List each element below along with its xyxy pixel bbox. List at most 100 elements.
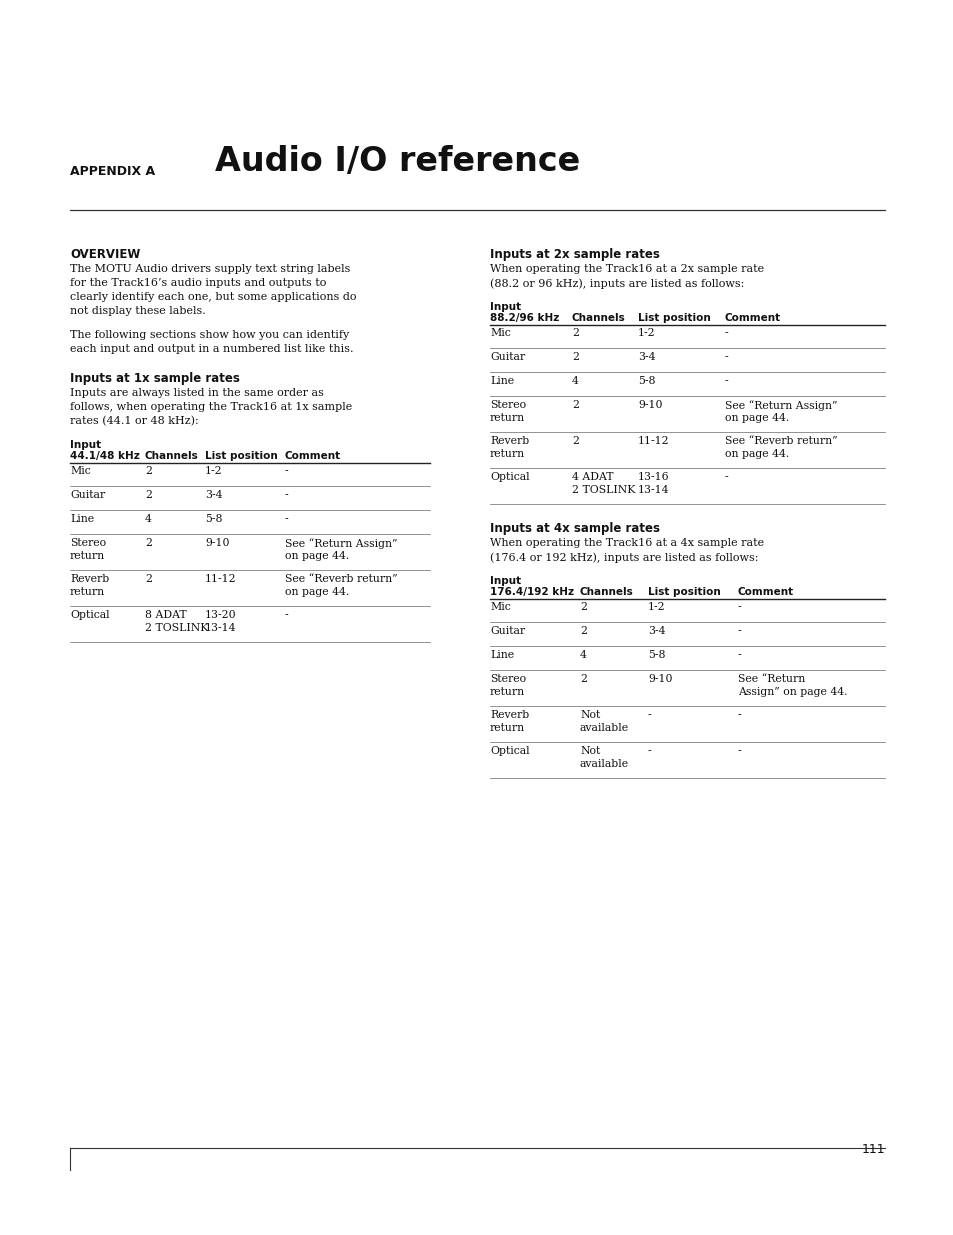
Text: When operating the Track16 at a 2x sample rate: When operating the Track16 at a 2x sampl… (490, 264, 763, 274)
Text: Channels: Channels (145, 451, 198, 461)
Text: Guitar: Guitar (490, 626, 524, 636)
Text: return: return (490, 722, 524, 734)
Text: 4 ADAT: 4 ADAT (572, 472, 613, 482)
Text: Not: Not (579, 710, 599, 720)
Text: 9-10: 9-10 (647, 674, 672, 684)
Text: return: return (490, 687, 524, 697)
Text: 5-8: 5-8 (647, 650, 665, 659)
Text: available: available (579, 760, 628, 769)
Text: 3-4: 3-4 (647, 626, 665, 636)
Text: 13-16: 13-16 (638, 472, 669, 482)
Text: 2 TOSLINK: 2 TOSLINK (572, 485, 635, 495)
Text: 2: 2 (579, 674, 586, 684)
Text: Input: Input (490, 576, 520, 585)
Text: -: - (285, 490, 289, 500)
Text: See “Return Assign”: See “Return Assign” (285, 538, 397, 548)
Text: rates (44.1 or 48 kHz):: rates (44.1 or 48 kHz): (70, 416, 198, 426)
Text: 2: 2 (572, 436, 578, 446)
Text: 4: 4 (145, 514, 152, 524)
Text: Line: Line (490, 650, 514, 659)
Text: Audio I/O reference: Audio I/O reference (214, 144, 579, 178)
Text: Mic: Mic (490, 601, 510, 613)
Text: each input and output in a numbered list like this.: each input and output in a numbered list… (70, 345, 354, 354)
Text: List position: List position (205, 451, 277, 461)
Text: Guitar: Guitar (70, 490, 105, 500)
Text: (88.2 or 96 kHz), inputs are listed as follows:: (88.2 or 96 kHz), inputs are listed as f… (490, 278, 743, 289)
Text: -: - (724, 329, 728, 338)
Text: APPENDIX A: APPENDIX A (70, 165, 155, 178)
Text: -: - (724, 352, 728, 362)
Text: Comment: Comment (285, 451, 341, 461)
Text: 2: 2 (572, 400, 578, 410)
Text: on page 44.: on page 44. (724, 450, 788, 459)
Text: 2: 2 (145, 574, 152, 584)
Text: 2: 2 (145, 466, 152, 475)
Text: 1-2: 1-2 (205, 466, 222, 475)
Text: -: - (738, 601, 740, 613)
Text: return: return (490, 412, 524, 424)
Text: -: - (738, 710, 740, 720)
Text: return: return (490, 450, 524, 459)
Text: 2: 2 (579, 601, 586, 613)
Text: Input: Input (490, 303, 520, 312)
Text: Channels: Channels (572, 312, 625, 324)
Text: Optical: Optical (490, 472, 529, 482)
Text: See “Reverb return”: See “Reverb return” (285, 574, 397, 584)
Text: Stereo: Stereo (490, 674, 525, 684)
Text: Guitar: Guitar (490, 352, 524, 362)
Text: on page 44.: on page 44. (285, 587, 349, 597)
Text: Inputs at 4x sample rates: Inputs at 4x sample rates (490, 522, 659, 535)
Text: Optical: Optical (70, 610, 110, 620)
Text: Reverb: Reverb (490, 436, 529, 446)
Text: 88.2/96 kHz: 88.2/96 kHz (490, 312, 558, 324)
Text: 5-8: 5-8 (205, 514, 222, 524)
Text: Mic: Mic (490, 329, 510, 338)
Text: 2: 2 (145, 490, 152, 500)
Text: 1-2: 1-2 (638, 329, 655, 338)
Text: 13-20: 13-20 (205, 610, 236, 620)
Text: 2: 2 (572, 352, 578, 362)
Text: OVERVIEW: OVERVIEW (70, 248, 140, 261)
Text: Not: Not (579, 746, 599, 756)
Text: 2: 2 (572, 329, 578, 338)
Text: Stereo: Stereo (70, 538, 106, 548)
Text: Input: Input (70, 440, 101, 450)
Text: Assign” on page 44.: Assign” on page 44. (738, 687, 846, 697)
Text: -: - (647, 710, 651, 720)
Text: The following sections show how you can identify: The following sections show how you can … (70, 330, 349, 340)
Text: -: - (285, 514, 289, 524)
Text: 5-8: 5-8 (638, 375, 655, 387)
Text: 13-14: 13-14 (638, 485, 669, 495)
Text: 1-2: 1-2 (647, 601, 665, 613)
Text: 2: 2 (145, 538, 152, 548)
Text: Stereo: Stereo (490, 400, 525, 410)
Text: 4: 4 (572, 375, 578, 387)
Text: 2 TOSLINK: 2 TOSLINK (145, 622, 209, 634)
Text: Channels: Channels (579, 587, 633, 597)
Text: 9-10: 9-10 (205, 538, 230, 548)
Text: (176.4 or 192 kHz), inputs are listed as follows:: (176.4 or 192 kHz), inputs are listed as… (490, 552, 758, 563)
Text: -: - (738, 746, 740, 756)
Text: Reverb: Reverb (490, 710, 529, 720)
Text: List position: List position (647, 587, 720, 597)
Text: 9-10: 9-10 (638, 400, 661, 410)
Text: for the Track16’s audio inputs and outputs to: for the Track16’s audio inputs and outpu… (70, 278, 326, 288)
Text: 11-12: 11-12 (638, 436, 669, 446)
Text: Inputs at 1x sample rates: Inputs at 1x sample rates (70, 372, 239, 385)
Text: 3-4: 3-4 (205, 490, 222, 500)
Text: on page 44.: on page 44. (724, 412, 788, 424)
Text: Inputs at 2x sample rates: Inputs at 2x sample rates (490, 248, 659, 261)
Text: 3-4: 3-4 (638, 352, 655, 362)
Text: List position: List position (638, 312, 710, 324)
Text: 4: 4 (579, 650, 586, 659)
Text: Comment: Comment (724, 312, 781, 324)
Text: -: - (724, 472, 728, 482)
Text: Line: Line (70, 514, 94, 524)
Text: Comment: Comment (738, 587, 793, 597)
Text: The MOTU Audio drivers supply text string labels: The MOTU Audio drivers supply text strin… (70, 264, 350, 274)
Text: follows, when operating the Track16 at 1x sample: follows, when operating the Track16 at 1… (70, 403, 352, 412)
Text: See “Return: See “Return (738, 674, 804, 684)
Text: -: - (724, 375, 728, 387)
Text: 8 ADAT: 8 ADAT (145, 610, 187, 620)
Text: Reverb: Reverb (70, 574, 110, 584)
